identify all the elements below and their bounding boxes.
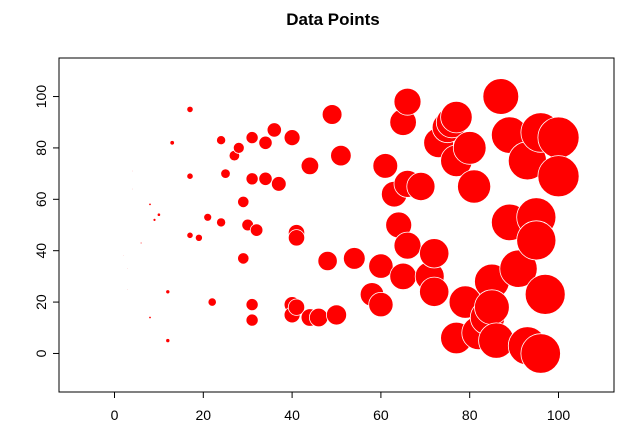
data-point: [330, 144, 352, 167]
data-point: [165, 338, 171, 344]
data-point: [245, 313, 259, 327]
data-point: [148, 202, 152, 207]
data-point: [249, 223, 264, 237]
data-point: [220, 168, 231, 179]
data-point: [270, 176, 287, 192]
data-point: [499, 249, 538, 288]
x-tick-label: 40: [284, 407, 300, 423]
data-point: [368, 291, 394, 318]
data-point: [440, 100, 473, 134]
data-point: [122, 254, 125, 257]
data-point: [389, 262, 417, 291]
data-points: [122, 78, 580, 374]
data-point: [165, 289, 171, 295]
x-tick-label: 0: [111, 407, 119, 423]
data-point: [266, 122, 282, 138]
y-tick-label: 20: [33, 294, 49, 310]
data-point: [245, 172, 259, 186]
data-point: [126, 288, 129, 291]
data-point: [237, 252, 250, 265]
data-point: [131, 187, 134, 190]
x-tick-label: 60: [373, 407, 389, 423]
y-tick-label: 60: [33, 191, 49, 207]
data-point: [152, 217, 157, 222]
data-point: [287, 298, 306, 316]
data-point: [186, 231, 194, 239]
data-point: [245, 298, 259, 312]
data-point: [186, 172, 194, 180]
data-point: [232, 141, 245, 154]
data-point: [131, 169, 134, 172]
chart-title: Data Points: [286, 10, 380, 29]
data-point: [474, 289, 510, 326]
data-point: [321, 104, 343, 125]
x-tick-label: 100: [547, 407, 571, 423]
data-point: [317, 250, 338, 272]
data-point: [216, 135, 227, 146]
data-point: [309, 307, 329, 328]
data-point: [325, 304, 347, 326]
data-point: [419, 238, 450, 269]
data-point: [216, 217, 227, 228]
data-point: [203, 212, 213, 222]
y-tick-label: 40: [33, 243, 49, 259]
data-point: [457, 169, 492, 204]
data-point: [393, 87, 422, 116]
data-point: [126, 267, 129, 270]
y-tick-label: 100: [33, 85, 49, 109]
x-axis: 0 20 40 60 80 100: [111, 391, 571, 423]
data-point: [368, 253, 394, 279]
data-point: [452, 131, 487, 165]
data-point: [237, 195, 250, 208]
data-point: [258, 135, 273, 150]
data-point: [148, 315, 152, 320]
data-point: [258, 171, 273, 186]
data-point: [482, 78, 520, 115]
data-point: [393, 231, 422, 260]
x-tick-label: 80: [462, 407, 478, 423]
data-point: [245, 131, 259, 145]
data-point: [169, 140, 175, 146]
data-point: [139, 241, 143, 245]
y-axis: 0 20 40 60 80 100: [33, 85, 60, 357]
data-point: [300, 156, 320, 176]
data-point: [419, 276, 450, 307]
data-point: [283, 129, 301, 147]
y-tick-label: 0: [33, 349, 49, 357]
data-point: [537, 155, 580, 198]
data-point: [194, 233, 203, 242]
data-point: [156, 212, 161, 217]
data-point: [537, 116, 580, 159]
data-point: [287, 229, 306, 247]
data-point: [207, 297, 217, 307]
data-point: [372, 153, 399, 179]
x-tick-label: 20: [196, 407, 212, 423]
data-point: [524, 273, 566, 315]
data-point: [342, 247, 366, 270]
data-point: [186, 105, 194, 114]
data-point: [520, 333, 561, 374]
data-point: [406, 171, 436, 201]
y-tick-label: 80: [33, 140, 49, 156]
data-point: [516, 220, 557, 261]
